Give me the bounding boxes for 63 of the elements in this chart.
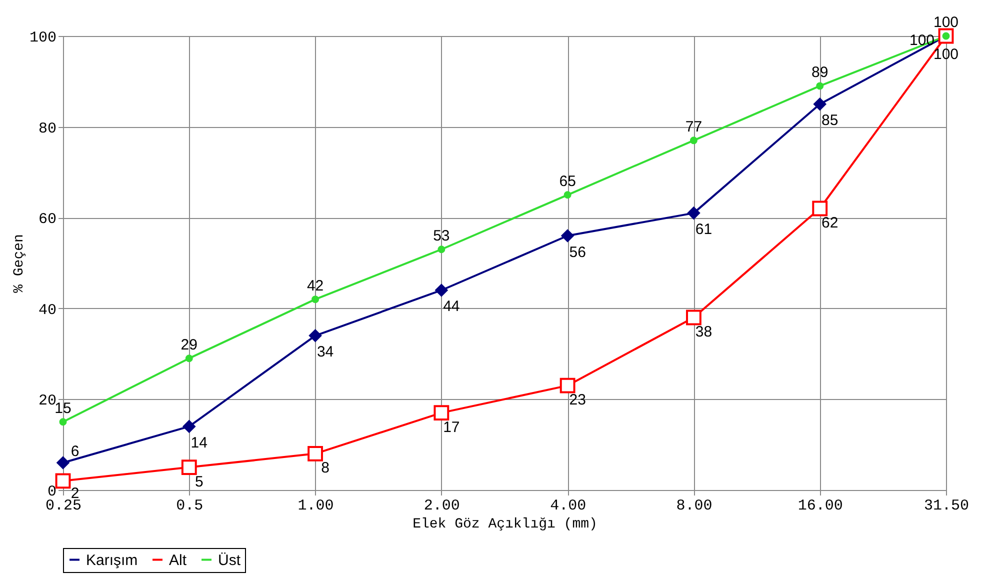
data-label: 77 (685, 118, 702, 136)
data-label: 38 (695, 323, 712, 340)
data-label: 29 (180, 336, 198, 354)
data-label: 56 (569, 244, 586, 261)
y-tick-label: 80 (38, 120, 56, 138)
y-tick-label: 40 (38, 302, 56, 319)
data-label: 89 (812, 64, 828, 81)
y-tick-label: 20 (38, 392, 56, 410)
point (814, 98, 826, 110)
point (686, 310, 702, 326)
data-label: 61 (695, 221, 712, 238)
data-label: 62 (822, 214, 838, 232)
data-label: 14 (190, 434, 208, 452)
point (308, 446, 323, 462)
x-tick-label: 0.5 (176, 498, 204, 514)
point (564, 191, 572, 199)
legend-label: Alt (169, 552, 188, 569)
point (181, 460, 197, 476)
point (56, 456, 70, 470)
point (182, 420, 196, 433)
x-tick-label: 31.50 (924, 498, 970, 514)
x-axis-title: Elek Göz Açıklığı (mm) (412, 516, 598, 532)
data-label: 8 (321, 460, 330, 477)
point (438, 246, 446, 254)
point (435, 284, 448, 296)
data-label: 85 (822, 112, 838, 130)
legend-label: Üst (218, 552, 242, 569)
data-label: 15 (54, 400, 72, 417)
data-label: 34 (316, 344, 334, 361)
data-label: 100 (909, 32, 935, 49)
data-label: 100 (933, 46, 959, 63)
data-label: 17 (443, 418, 460, 436)
point (561, 230, 574, 242)
data-label: 6 (70, 442, 80, 460)
legend-label: Karışım (86, 552, 138, 569)
data-label: 5 (194, 473, 204, 490)
data-label: 100 (933, 14, 959, 31)
y-tick-label: 100 (29, 30, 56, 46)
point (816, 82, 824, 90)
x-tick-label: 16.00 (798, 498, 843, 514)
data-label: 44 (443, 298, 460, 316)
data-label: 23 (569, 392, 586, 409)
x-tick-label: 8.00 (676, 498, 712, 514)
point (690, 136, 698, 144)
x-tick-label: 1.00 (298, 498, 334, 514)
point (185, 354, 193, 362)
x-tick-label: 4.00 (550, 498, 586, 514)
point (812, 200, 828, 216)
data-label: 42 (306, 277, 324, 294)
point (560, 378, 576, 394)
x-tick-label: 2.00 (424, 498, 460, 514)
y-axis-title: % Geçen (11, 234, 28, 293)
data-label: 53 (433, 227, 450, 244)
point (59, 418, 67, 426)
y-tick-label: 0 (47, 484, 56, 500)
data-label: 65 (559, 172, 576, 190)
point (55, 473, 71, 489)
x-tick-label: 0.25 (45, 498, 82, 514)
point (312, 296, 320, 304)
point (434, 405, 450, 421)
point (687, 206, 700, 220)
y-tick-label: 60 (38, 211, 56, 228)
point (309, 329, 322, 342)
